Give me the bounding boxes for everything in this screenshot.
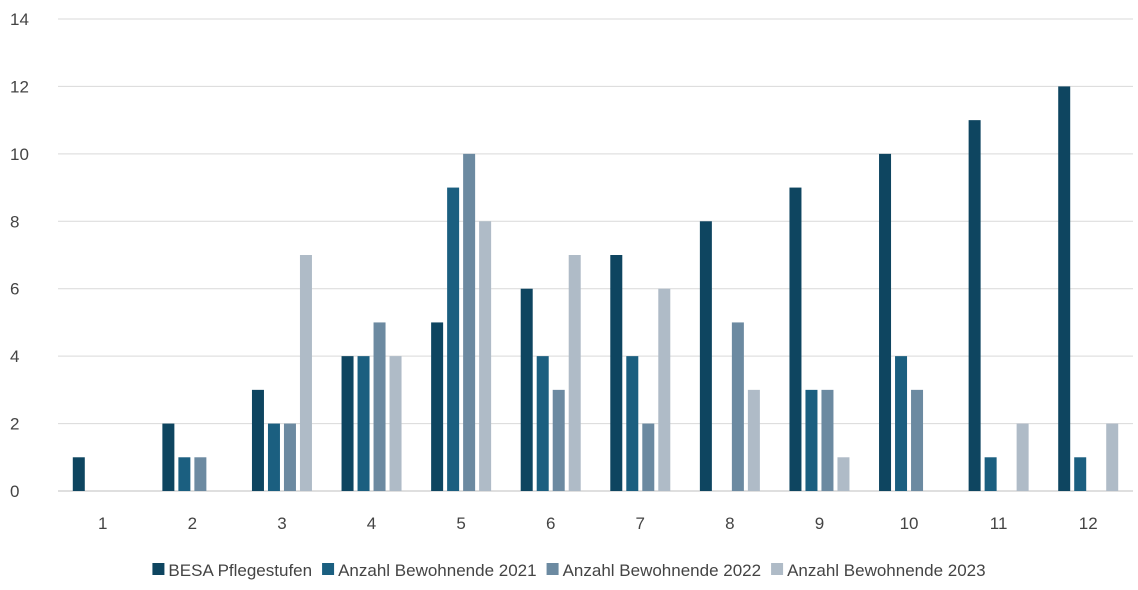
bar (879, 153, 892, 491)
bar (747, 389, 760, 491)
bar (805, 389, 818, 491)
bar (699, 221, 712, 492)
bar (251, 389, 264, 491)
bar (552, 389, 565, 491)
x-tick-label: 7 (636, 514, 645, 533)
bars (72, 86, 1119, 492)
legend-label: Anzahl Bewohnende 2022 (563, 561, 762, 580)
bar (895, 356, 908, 491)
bar (72, 457, 85, 491)
legend-swatch (546, 563, 559, 575)
bar (1016, 423, 1029, 491)
bar (1058, 86, 1071, 491)
y-tick-label: 4 (10, 347, 19, 366)
y-tick-label: 0 (10, 482, 19, 501)
bar (194, 457, 207, 491)
bar (357, 356, 370, 491)
legend-label: BESA Pflegestufen (168, 561, 312, 580)
bar (911, 389, 924, 491)
bar (1074, 457, 1087, 491)
bar (299, 255, 312, 491)
legend-swatch (152, 563, 165, 575)
bar (837, 457, 850, 491)
legend-item: Anzahl Bewohnende 2021 (322, 561, 537, 580)
bar (520, 288, 533, 491)
legend: BESA Pflegestufen Anzahl Bewohnende 2021 A… (152, 561, 986, 580)
y-tick-label: 10 (10, 145, 29, 164)
legend-label: Anzahl Bewohnende 2021 (338, 561, 537, 580)
bar (267, 423, 280, 491)
x-axis-ticks: 1 2 3 4 5 6 7 8 9 10 11 12 (98, 514, 1098, 533)
bar (479, 221, 492, 492)
bar (968, 120, 981, 492)
x-tick-label: 9 (815, 514, 824, 533)
bar (463, 153, 476, 491)
bar (642, 423, 655, 491)
bar (568, 255, 581, 491)
bar (658, 288, 671, 491)
x-tick-label: 2 (188, 514, 197, 533)
legend-label: Anzahl Bewohnende 2023 (787, 561, 986, 580)
x-tick-label: 5 (456, 514, 465, 533)
bar (984, 457, 997, 491)
bar (431, 322, 444, 491)
bar (610, 255, 623, 491)
bar (536, 356, 549, 491)
bar (341, 356, 354, 491)
x-tick-label: 6 (546, 514, 555, 533)
bar (1106, 423, 1119, 491)
y-tick-label: 12 (10, 77, 29, 96)
x-tick-label: 4 (367, 514, 376, 533)
legend-item: Anzahl Bewohnende 2022 (546, 561, 762, 580)
bar (447, 187, 460, 492)
legend-item: Anzahl Bewohnende 2023 (771, 561, 986, 580)
y-tick-label: 14 (10, 10, 29, 29)
bar (178, 457, 191, 491)
bar (389, 356, 402, 491)
x-tick-label: 8 (725, 514, 734, 533)
legend-swatch (771, 563, 784, 575)
legend-item: BESA Pflegestufen (152, 561, 312, 580)
bar (283, 423, 296, 491)
x-tick-label: 3 (277, 514, 286, 533)
x-tick-label: 10 (900, 514, 919, 533)
x-tick-label: 12 (1079, 514, 1098, 533)
bar (162, 423, 175, 491)
x-tick-label: 1 (98, 514, 107, 533)
gridlines (58, 18, 1133, 492)
legend-swatch (322, 563, 335, 575)
y-tick-label: 2 (10, 415, 19, 434)
y-tick-label: 8 (10, 212, 19, 231)
bar (373, 322, 386, 491)
bar (731, 322, 744, 491)
x-tick-label: 11 (990, 514, 1008, 533)
bar (821, 389, 834, 491)
y-tick-label: 6 (10, 280, 19, 299)
bar (789, 187, 802, 492)
bar (626, 356, 639, 491)
y-axis-ticks: 0 2 4 6 8 10 12 14 (10, 10, 29, 501)
